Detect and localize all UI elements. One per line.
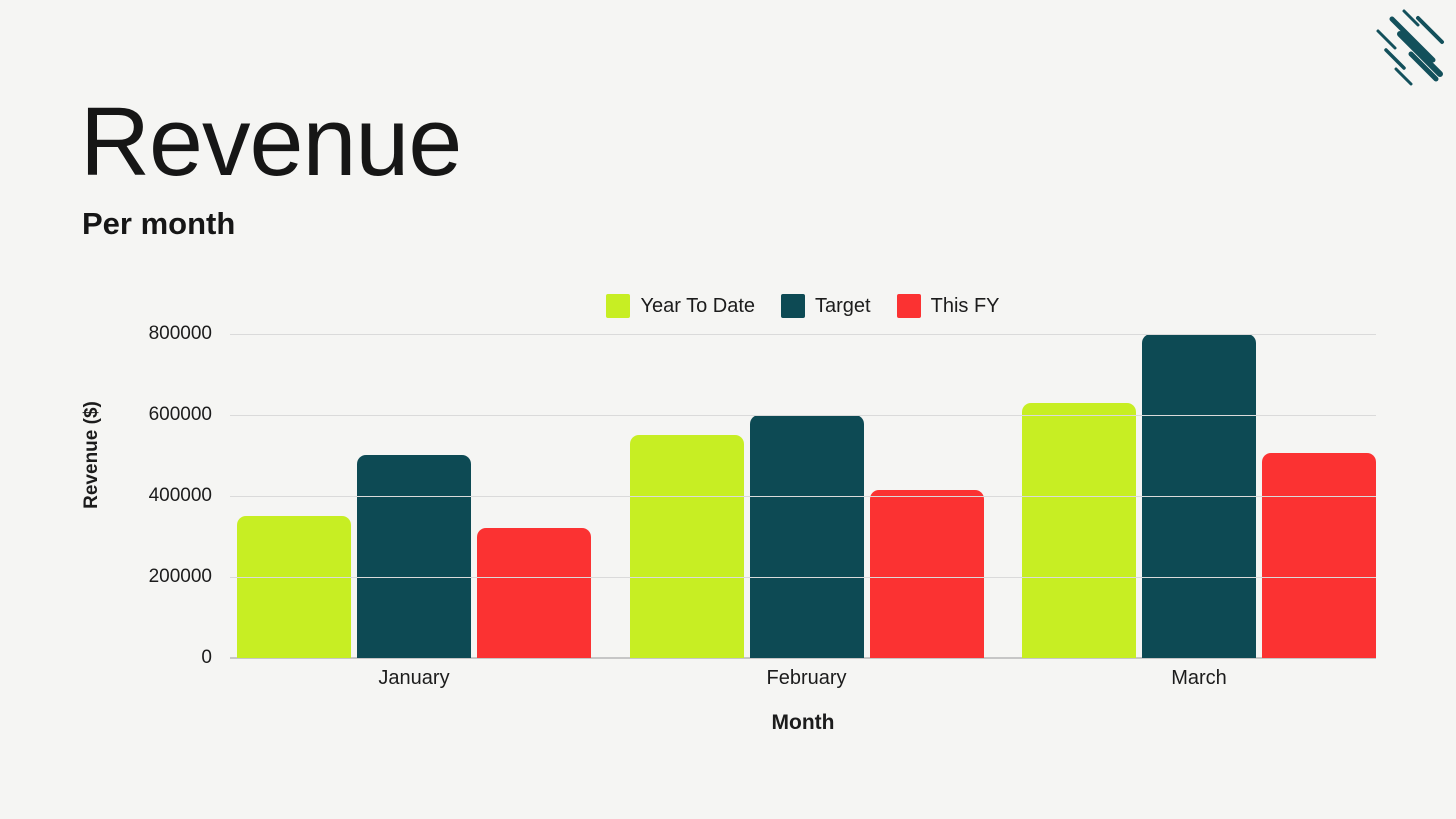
category-label: March bbox=[1171, 667, 1227, 689]
category-label: February bbox=[766, 667, 847, 689]
bar-march-this-fy bbox=[1262, 453, 1376, 658]
bar-january-this-fy bbox=[477, 528, 591, 658]
logo-comet-streaks-icon bbox=[1376, 9, 1444, 86]
chart-legend: Year To Date Target This FY bbox=[230, 294, 1376, 318]
page-title: Revenue bbox=[80, 87, 462, 196]
gridline bbox=[230, 334, 1376, 335]
bar-group-february: February bbox=[629, 334, 984, 689]
gridline bbox=[230, 415, 1376, 416]
gridline bbox=[230, 577, 1376, 578]
legend-label: Target bbox=[815, 294, 871, 317]
bar-february-this-fy bbox=[869, 490, 984, 658]
bar-group-january: January bbox=[237, 334, 591, 689]
y-tick-label: 200000 bbox=[148, 566, 212, 587]
gridline bbox=[230, 496, 1376, 497]
legend-label: Year To Date bbox=[640, 294, 756, 317]
legend-label: This FY bbox=[930, 294, 1000, 317]
bar-february-target bbox=[749, 415, 864, 658]
bar-february-year-to-date bbox=[629, 435, 744, 658]
y-tick-label: 400000 bbox=[148, 485, 212, 506]
bar-january-target bbox=[357, 455, 471, 658]
bar-january-year-to-date bbox=[237, 516, 351, 658]
y-axis-title: Revenue ($) bbox=[81, 401, 102, 509]
chart-plot-area: January February March 0 200000 400000 600000… bbox=[149, 323, 1376, 689]
legend-swatch-icon bbox=[896, 294, 921, 318]
y-tick-label: 600000 bbox=[148, 404, 212, 425]
legend-swatch-icon bbox=[781, 294, 806, 318]
bar-march-year-to-date bbox=[1022, 403, 1136, 658]
legend-swatch-icon bbox=[606, 294, 631, 318]
category-label: January bbox=[378, 667, 450, 689]
x-axis-line bbox=[230, 657, 1376, 659]
bar-group-march: March bbox=[1022, 334, 1376, 689]
y-tick-label: 800000 bbox=[148, 323, 212, 344]
x-axis-title: Month bbox=[771, 711, 835, 734]
legend-item: Target bbox=[781, 294, 871, 318]
bar-groups: January February March bbox=[230, 334, 1376, 689]
legend-item: Year To Date bbox=[606, 294, 755, 318]
legend-item: This FY bbox=[896, 294, 1000, 318]
y-tick-label: 0 bbox=[201, 647, 212, 668]
page-subtitle: Per month bbox=[82, 206, 236, 241]
